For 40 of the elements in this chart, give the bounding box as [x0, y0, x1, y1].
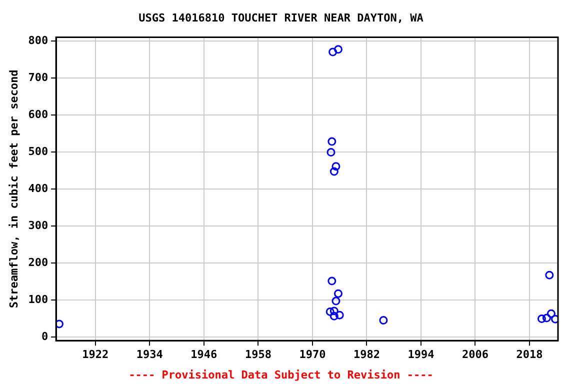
y-tick-label: 500 [28, 144, 48, 158]
x-tick-label: 1934 [136, 348, 164, 362]
y-tick-label: 100 [28, 292, 48, 306]
x-tick-label: 1982 [353, 348, 380, 362]
point [545, 270, 554, 280]
y-tick-label: 300 [28, 218, 48, 232]
point [330, 306, 338, 316]
point [379, 316, 388, 324]
point [328, 48, 338, 56]
point [542, 314, 551, 322]
x-tick-label: 2018 [516, 348, 543, 362]
point [546, 309, 556, 318]
x-tick-label: 1958 [244, 348, 272, 362]
point [334, 289, 342, 298]
point [326, 307, 334, 316]
point [330, 312, 338, 320]
y-tick-label: 0 [41, 330, 48, 343]
y-tick-label: 600 [28, 108, 48, 121]
x-tick-label: 1922 [82, 348, 109, 362]
point [537, 314, 546, 324]
text: ---- Provisional Data Subject to Revision ---- [128, 368, 434, 382]
y-tick-label: 400 [28, 182, 48, 195]
y-tick-label: 200 [28, 256, 48, 269]
point [56, 320, 64, 328]
y-tick-label: 800 [28, 34, 48, 47]
x-tick-label: 1946 [190, 348, 218, 362]
x-tick-label: 1994 [408, 348, 435, 362]
x-tick-label: 2006 [462, 348, 489, 362]
y-tick-label: 700 [28, 70, 48, 84]
chart-title: USGS 14016810 TOUCHET RIVER NEAR DAYTON, WA [138, 11, 424, 24]
point [328, 137, 336, 146]
point [332, 162, 340, 171]
point [332, 296, 340, 306]
point [334, 45, 342, 54]
point [326, 148, 336, 157]
x-tick-label: 1970 [299, 348, 326, 362]
point [330, 167, 338, 176]
y-axis-title: Streamflow, in cubic feet per second [7, 70, 20, 308]
point [328, 276, 336, 286]
point [335, 310, 344, 320]
